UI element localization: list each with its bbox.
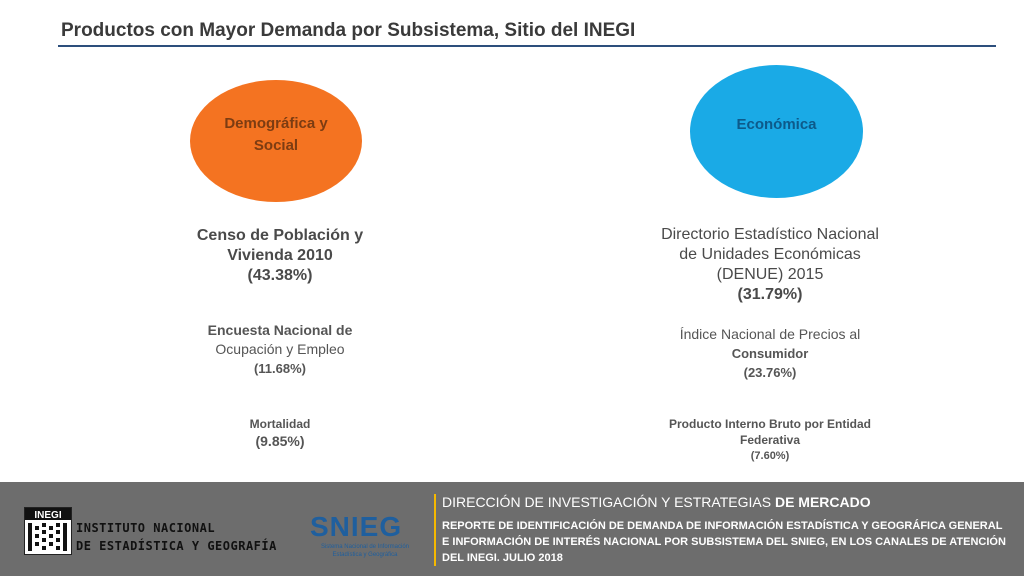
- footer-divider: [434, 494, 436, 566]
- inegi-logo-text: INEGI: [34, 510, 61, 521]
- inpc-percentage: (23.76%): [743, 365, 797, 380]
- direction-title: DIRECCIÓN DE INVESTIGACIÓN Y ESTRATEGIAS…: [442, 494, 871, 510]
- inpc-name-line2: Consumidor: [731, 346, 809, 361]
- demografica-social-ellipse: Demográfica y Social: [190, 80, 362, 202]
- censo-poblacion-item: Censo de Población y Vivienda 2010 (43.3…: [170, 226, 390, 286]
- inpc-item: Índice Nacional de Precios al Consumidor…: [620, 325, 920, 382]
- direction-title-part1: DIRECCIÓN DE INVESTIGACIÓN Y ESTRATEGIAS: [442, 494, 772, 510]
- mortalidad-item: Mortalidad (9.85%): [170, 416, 390, 451]
- footer-bar: [0, 482, 1024, 576]
- title-underline: [58, 45, 996, 47]
- denue-item: Directorio Estadístico Nacional de Unida…: [620, 225, 920, 305]
- institute-name-line2: DE ESTADÍSTICA Y GEOGRAFÍA: [76, 539, 277, 553]
- inpc-name-line1: Índice Nacional de Precios al: [679, 326, 861, 342]
- denue-name-line1: Directorio Estadístico Nacional: [661, 226, 879, 243]
- censo-name-line2: Vivienda 2010: [227, 247, 333, 264]
- denue-percentage: (31.79%): [737, 286, 803, 303]
- economica-ellipse: Económica: [690, 65, 863, 198]
- pib-name-line2: Federativa: [739, 433, 801, 447]
- censo-name-line1: Censo de Población y: [196, 227, 364, 244]
- economica-label: Económica: [736, 115, 817, 133]
- snieg-logo: SNIEG: [310, 511, 403, 542]
- denue-name-line3: (DENUE) 2015: [716, 266, 824, 283]
- pib-name-line1: Producto Interno Bruto por Entidad: [669, 417, 871, 431]
- encuesta-percentage: (11.68%): [253, 361, 307, 376]
- snieg-subtitle: Sistema Nacional de Información Estadíst…: [320, 544, 410, 558]
- inegi-logo-graphic: INEGI: [25, 508, 71, 551]
- mortalidad-percentage: (9.85%): [255, 433, 305, 449]
- denue-name-line2: de Unidades Económicas: [679, 246, 861, 263]
- censo-percentage: (43.38%): [247, 267, 313, 284]
- pib-percentage: (7.60%): [750, 450, 790, 462]
- institute-name: INSTITUTO NACIONAL DE ESTADÍSTICA Y GEOG…: [76, 519, 277, 555]
- institute-name-line1: INSTITUTO NACIONAL: [76, 521, 216, 535]
- encuesta-name-line1: Encuesta Nacional de: [207, 322, 353, 338]
- encuesta-ocupacion-item: Encuesta Nacional de Ocupación y Empleo …: [170, 321, 390, 378]
- report-description: REPORTE DE IDENTIFICACIÓN DE DEMANDA DE …: [442, 520, 1006, 564]
- inegi-logo: INEGI: [24, 507, 72, 555]
- demografica-social-label: Demográfica y Social: [224, 115, 328, 154]
- mortalidad-name: Mortalidad: [249, 417, 311, 431]
- direction-title-part2: DE MERCADO: [774, 494, 871, 510]
- encuesta-name-line2: Ocupación y Empleo: [215, 341, 345, 357]
- pib-item: Producto Interno Bruto por Entidad Feder…: [620, 416, 920, 464]
- page-title: Productos con Mayor Demanda por Subsiste…: [61, 20, 636, 41]
